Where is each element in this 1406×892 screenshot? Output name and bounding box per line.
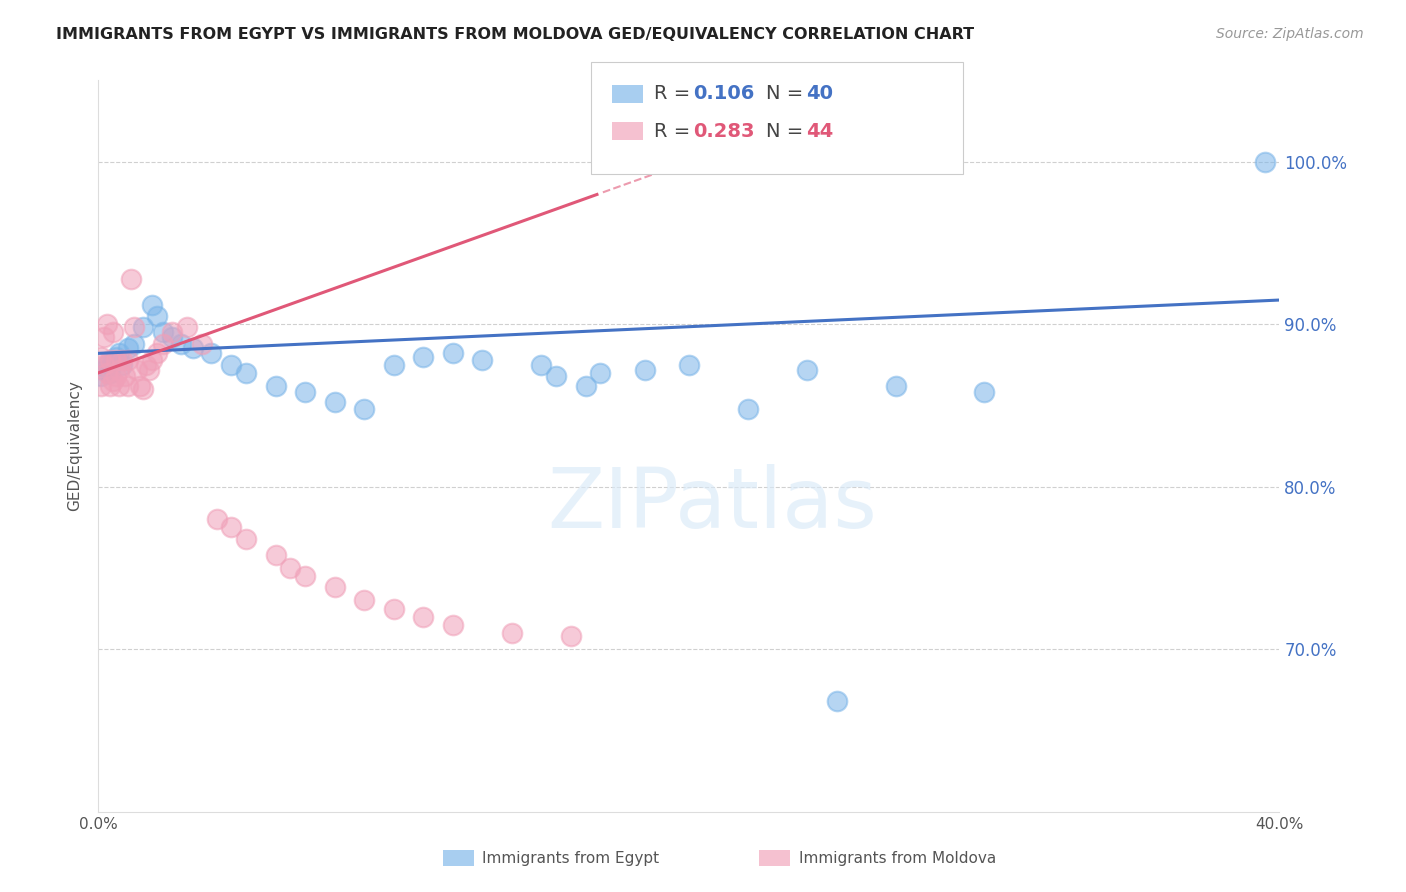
Point bbox=[122, 320, 145, 334]
Text: N =: N = bbox=[766, 121, 810, 141]
Point bbox=[117, 352, 139, 367]
Text: IMMIGRANTS FROM EGYPT VS IMMIGRANTS FROM MOLDOVA GED/EQUIVALENCY CORRELATION CHA: IMMIGRANTS FROM EGYPT VS IMMIGRANTS FROM… bbox=[56, 27, 974, 42]
Point bbox=[294, 385, 316, 400]
Text: Immigrants from Moldova: Immigrants from Moldova bbox=[799, 851, 995, 865]
Point bbox=[98, 379, 121, 393]
Point bbox=[530, 358, 553, 372]
Point bbox=[181, 342, 204, 356]
Point bbox=[280, 561, 302, 575]
Point bbox=[221, 358, 243, 372]
Point bbox=[264, 548, 287, 562]
Text: 40: 40 bbox=[806, 84, 832, 103]
Point bbox=[176, 320, 198, 334]
Text: R =: R = bbox=[654, 121, 696, 141]
Point bbox=[546, 369, 568, 384]
Point bbox=[108, 362, 131, 376]
Point bbox=[412, 350, 434, 364]
Point bbox=[294, 569, 316, 583]
Point bbox=[353, 401, 375, 416]
Point bbox=[103, 325, 125, 339]
Point bbox=[575, 379, 598, 393]
Point bbox=[128, 379, 150, 393]
Point bbox=[141, 297, 163, 311]
Point bbox=[353, 593, 375, 607]
Point bbox=[560, 629, 582, 643]
Point bbox=[125, 362, 148, 376]
Point bbox=[138, 362, 160, 376]
Point bbox=[90, 350, 112, 364]
Point bbox=[146, 346, 169, 360]
Point bbox=[323, 395, 346, 409]
Point bbox=[382, 358, 405, 372]
Point bbox=[103, 352, 125, 367]
Point bbox=[103, 374, 125, 388]
Point bbox=[132, 320, 155, 334]
Point bbox=[105, 350, 128, 364]
Point bbox=[96, 366, 118, 380]
Point bbox=[235, 366, 257, 380]
Point bbox=[141, 352, 163, 367]
Text: ZIPatlas: ZIPatlas bbox=[547, 464, 877, 545]
Point bbox=[678, 358, 700, 372]
Point bbox=[90, 379, 112, 393]
Point bbox=[146, 309, 169, 323]
Point bbox=[152, 336, 174, 351]
Point bbox=[93, 362, 115, 376]
Point bbox=[884, 379, 907, 393]
Point bbox=[441, 617, 464, 632]
Point bbox=[825, 694, 848, 708]
Point bbox=[111, 352, 134, 367]
Text: N =: N = bbox=[766, 84, 810, 103]
Point bbox=[93, 358, 115, 372]
Point bbox=[105, 369, 128, 384]
Point bbox=[114, 369, 136, 384]
Point bbox=[120, 271, 142, 285]
Point bbox=[634, 362, 657, 376]
Point bbox=[973, 385, 995, 400]
Point bbox=[152, 325, 174, 339]
Point bbox=[162, 325, 183, 339]
Point bbox=[105, 352, 128, 367]
Point bbox=[93, 330, 115, 344]
Text: Source: ZipAtlas.com: Source: ZipAtlas.com bbox=[1216, 27, 1364, 41]
Point bbox=[108, 346, 131, 360]
Point bbox=[796, 362, 818, 376]
Point bbox=[90, 369, 112, 384]
Point bbox=[162, 330, 183, 344]
Point bbox=[205, 512, 228, 526]
Point bbox=[1254, 154, 1277, 169]
Point bbox=[122, 336, 145, 351]
Point bbox=[117, 379, 139, 393]
Point bbox=[235, 532, 257, 546]
Text: Immigrants from Egypt: Immigrants from Egypt bbox=[482, 851, 659, 865]
Point bbox=[96, 358, 118, 372]
Point bbox=[737, 401, 759, 416]
Text: 44: 44 bbox=[806, 121, 832, 141]
Point bbox=[264, 379, 287, 393]
Point bbox=[323, 581, 346, 595]
Point bbox=[108, 379, 131, 393]
Text: 0.106: 0.106 bbox=[693, 84, 755, 103]
Point bbox=[98, 366, 121, 380]
Point bbox=[441, 346, 464, 360]
Point bbox=[117, 342, 139, 356]
Text: 0.283: 0.283 bbox=[693, 121, 755, 141]
Point bbox=[98, 352, 121, 367]
Point bbox=[132, 382, 155, 396]
Point bbox=[501, 626, 523, 640]
Point bbox=[96, 317, 118, 331]
Point bbox=[471, 352, 494, 367]
Point bbox=[170, 336, 193, 351]
Point bbox=[412, 609, 434, 624]
Text: R =: R = bbox=[654, 84, 696, 103]
Y-axis label: GED/Equivalency: GED/Equivalency bbox=[67, 381, 83, 511]
Point bbox=[221, 520, 243, 534]
Point bbox=[191, 336, 214, 351]
Point bbox=[589, 366, 612, 380]
Point bbox=[200, 346, 222, 360]
Point bbox=[111, 358, 134, 372]
Point bbox=[135, 358, 157, 372]
Point bbox=[382, 601, 405, 615]
